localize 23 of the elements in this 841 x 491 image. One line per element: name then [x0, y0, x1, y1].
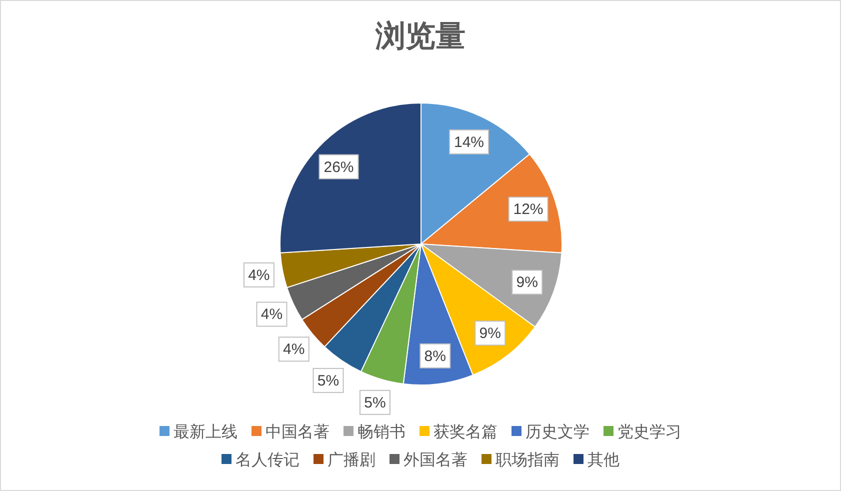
legend-label: 畅销书 — [358, 423, 406, 441]
data-label: 14% — [454, 134, 484, 151]
data-label: 4% — [260, 306, 283, 324]
legend-label: 中国名著 — [266, 423, 330, 441]
legend-label: 职场指南 — [496, 451, 560, 469]
legend-label: 外国名著 — [404, 451, 468, 469]
legend-label: 最新上线 — [174, 423, 238, 441]
data-label: 4% — [248, 266, 270, 284]
legend-label: 名人传记 — [236, 451, 300, 469]
data-label: 12% — [513, 201, 544, 218]
legend-label: 历史文学 — [526, 423, 590, 441]
data-label: 9% — [516, 274, 538, 292]
legend-label: 获奖名篇 — [434, 423, 498, 441]
data-label: 5% — [317, 372, 340, 390]
legend-label: 广播剧 — [328, 451, 376, 469]
legend-label: 其他 — [588, 451, 620, 469]
data-label: 8% — [424, 348, 446, 365]
chart-title: 浏览量 — [374, 20, 466, 53]
data-label: 26% — [324, 158, 354, 176]
legend-label: 党史学习 — [618, 423, 682, 441]
data-label: 9% — [479, 325, 501, 342]
data-label: 4% — [283, 341, 305, 358]
data-label: 5% — [364, 394, 386, 412]
